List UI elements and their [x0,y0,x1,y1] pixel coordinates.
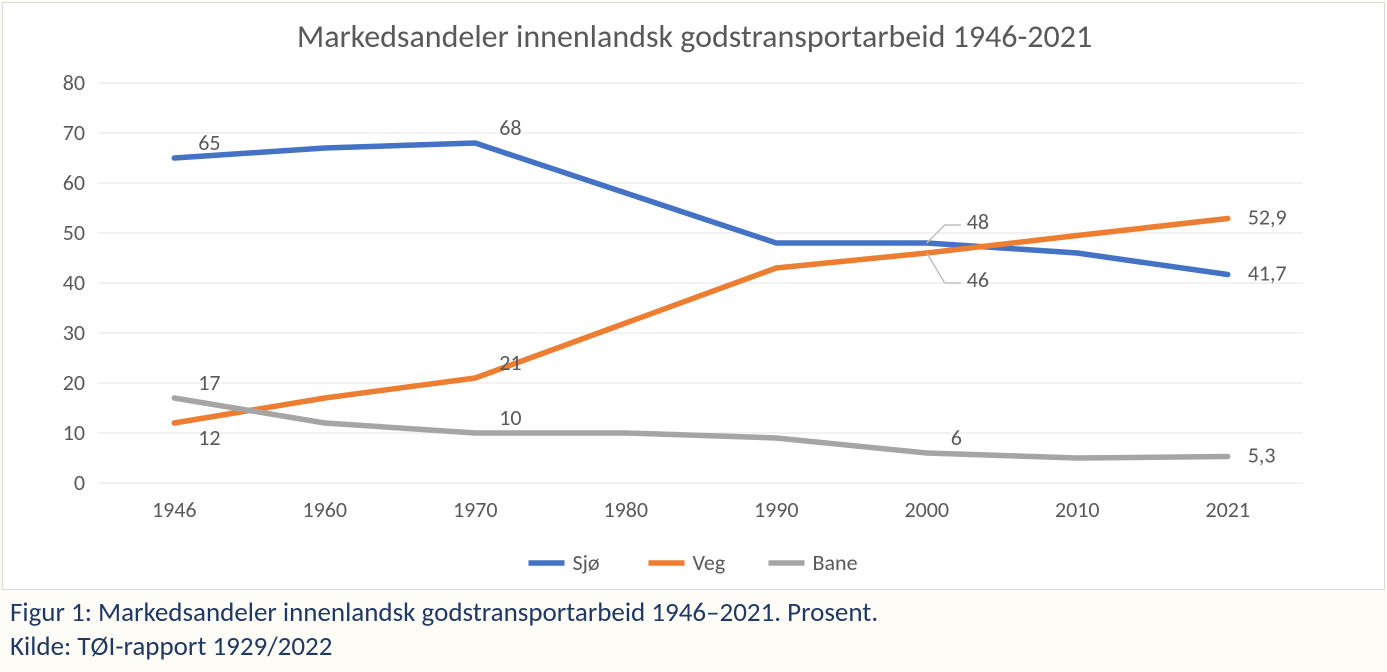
chart-title: Markedsandeler innenlandsk godstransport… [297,17,1092,56]
legend-label: Bane [813,549,858,576]
data-label: 21 [499,349,521,376]
x-tick-label: 2000 [904,496,949,523]
label-leader [927,253,961,283]
legend: Sjø Veg Bane [529,549,858,576]
figure-caption: Figur 1: Markedsandeler innenlandsk gods… [0,592,1387,672]
data-label: 17 [198,369,220,396]
chart-container: Markedsandeler innenlandsk godstransport… [2,2,1385,590]
legend-item: Veg [649,549,726,576]
caption-line-1: Figur 1: Markedsandeler innenlandsk gods… [10,596,1377,630]
series-bane [174,398,1228,458]
y-tick-label: 30 [63,319,85,346]
data-label: 46 [967,266,989,293]
series-veg [174,219,1228,424]
data-label: 65 [198,129,220,156]
data-label: 6 [951,424,962,451]
data-label: 52,9 [1248,204,1287,231]
x-tick-label: 1946 [152,496,197,523]
y-tick-label: 50 [63,219,85,246]
data-label: 12 [198,424,220,451]
x-tick-label: 1960 [302,496,347,523]
caption-line-2: Kilde: TØI-rapport 1929/2022 [10,630,1377,664]
series-sjø [174,143,1228,275]
data-label: 41,7 [1248,260,1287,287]
data-label: 48 [967,208,989,235]
line-chart: Markedsandeler innenlandsk godstransport… [3,3,1386,591]
legend-label: Veg [693,549,726,576]
x-tick-label: 2021 [1205,496,1250,523]
legend-item: Sjø [529,549,600,576]
y-tick-label: 0 [74,469,85,496]
y-tick-label: 80 [63,69,85,96]
data-label: 68 [499,114,521,141]
data-label: 10 [499,404,521,431]
y-tick-label: 10 [63,419,85,446]
y-tick-label: 20 [63,369,85,396]
legend-label: Sjø [573,549,600,576]
x-tick-label: 2010 [1055,496,1100,523]
y-tick-label: 40 [63,269,85,296]
legend-item: Bane [769,549,858,576]
y-tick-label: 60 [63,169,85,196]
x-tick-label: 1980 [603,496,648,523]
data-label: 5,3 [1248,442,1276,469]
x-tick-label: 1990 [754,496,799,523]
label-leader [927,225,961,243]
x-tick-label: 1970 [453,496,498,523]
y-tick-label: 70 [63,119,85,146]
